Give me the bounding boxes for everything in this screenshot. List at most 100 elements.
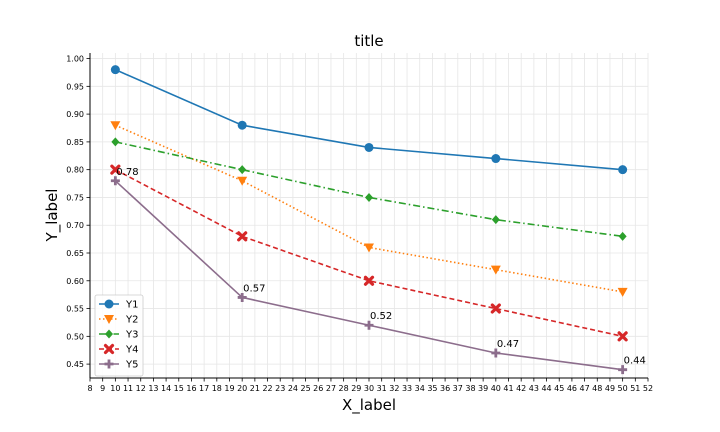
legend-marker — [104, 315, 114, 324]
data-point-y1 — [618, 165, 628, 175]
x-tick-label: 40 — [491, 384, 501, 393]
y-tick-label: 0.70 — [66, 221, 84, 230]
y-tick-label: 0.60 — [66, 277, 84, 286]
x-tick-label: 25 — [300, 384, 310, 393]
data-point-y5 — [364, 320, 374, 330]
series-line-y4 — [114, 168, 623, 338]
x-tick-label: 45 — [554, 384, 564, 393]
x-tick-label: 26 — [313, 384, 323, 393]
x-tick-label: 37 — [453, 384, 463, 393]
data-point-y4 — [617, 331, 628, 342]
series-line-y3 — [115, 141, 623, 238]
data-point-y1 — [491, 154, 501, 164]
data-point-y1 — [364, 142, 374, 152]
x-tick-label: 24 — [288, 384, 298, 393]
x-tick-label: 47 — [579, 384, 589, 393]
data-point-y2 — [364, 243, 374, 253]
x-axis-title: X_label — [342, 396, 396, 415]
chart-title: title — [354, 32, 383, 50]
data-point-y1 — [110, 65, 120, 75]
x-tick-label: 9 — [100, 384, 105, 393]
data-point-y2 — [490, 265, 501, 275]
data-point-y2 — [110, 121, 121, 131]
data-point-y5 — [618, 365, 628, 375]
x-tick-label: 31 — [377, 384, 387, 393]
data-point-y3 — [365, 192, 373, 202]
x-tick-label: 44 — [541, 384, 551, 393]
y-tick-label: 0.55 — [66, 305, 84, 314]
x-tick-label: 34 — [415, 384, 425, 393]
x-tick-label: 22 — [262, 384, 272, 393]
data-point-y3 — [618, 231, 627, 241]
legend: Y1 Y2 Y3 Y4 Y5 — [94, 294, 144, 377]
series-line-y2 — [115, 124, 623, 293]
legend-marker — [104, 359, 114, 369]
legend-marker — [104, 299, 114, 309]
legend-item-y5: Y5 — [99, 359, 138, 371]
legend-item-y1: Y1 — [99, 299, 138, 311]
series-group — [110, 65, 628, 375]
x-tick-label: 35 — [427, 384, 437, 393]
x-tick-label: 13 — [148, 384, 158, 393]
legend-label: Y5 — [125, 360, 138, 371]
data-point-y4 — [490, 303, 501, 314]
x-tick-label: 27 — [326, 384, 336, 393]
y-tick-label: 0.95 — [66, 82, 84, 91]
y-tick-label: 0.65 — [66, 249, 84, 258]
legend-item-y2: Y2 — [99, 315, 138, 326]
legend-item-y4: Y4 — [99, 343, 138, 356]
legend-marker — [105, 329, 113, 339]
series-y3 — [111, 137, 627, 241]
x-tick-label: 12 — [136, 384, 146, 393]
x-tick-label: 36 — [440, 384, 450, 393]
axes: 8 9 10 11 12 13 14 15 16 17 18 19 20 21 22 23 24 25 26 27 28… — [66, 53, 653, 393]
legend-label: Y1 — [125, 300, 138, 311]
x-tick-label: 39 — [478, 384, 488, 393]
data-point-y2 — [237, 176, 248, 186]
x-tick-label: 46 — [567, 384, 577, 393]
data-point-y5 — [237, 292, 247, 302]
x-tick-label: 8 — [87, 384, 92, 393]
y-tick-label: 0.50 — [66, 332, 84, 341]
data-label: 0.47 — [497, 339, 519, 350]
x-tick-label: 29 — [351, 384, 361, 393]
y-tick-label: 0.80 — [66, 166, 84, 175]
x-tick-label: 16 — [186, 384, 196, 393]
y-tick-label: 0.85 — [66, 138, 84, 147]
y-tick-label: 1.00 — [66, 55, 84, 64]
x-tick-label: 18 — [212, 384, 222, 393]
x-tick-label: 30 — [364, 384, 374, 393]
x-tick-label: 14 — [161, 384, 171, 393]
data-labels: 0.78 0.57 0.52 0.47 0.44 — [116, 167, 646, 367]
x-tick-label: 50 — [618, 384, 628, 393]
series-y2 — [110, 121, 628, 297]
x-tick-label: 33 — [402, 384, 412, 393]
x-tick-label: 51 — [630, 384, 640, 393]
data-point-y4 — [110, 164, 121, 175]
data-point-y4 — [363, 275, 375, 286]
legend-label: Y4 — [125, 345, 138, 356]
x-tick-label: 10 — [110, 384, 120, 393]
y-tick-label: 0.90 — [66, 110, 84, 119]
x-tick-label: 23 — [275, 384, 285, 393]
legend-marker — [103, 343, 115, 355]
x-tick-label: 43 — [529, 384, 539, 393]
x-tick-label: 48 — [592, 384, 602, 393]
x-tick-label: 49 — [605, 384, 615, 393]
y-axis-title: Y_label — [43, 189, 62, 243]
x-tick-label: 15 — [174, 384, 184, 393]
x-tick-label: 21 — [250, 384, 260, 393]
data-label: 0.78 — [116, 167, 138, 178]
data-point-y3 — [111, 137, 120, 147]
x-tick-label: 32 — [389, 384, 399, 393]
data-point-y4 — [237, 231, 248, 242]
data-label: 0.44 — [624, 356, 646, 367]
x-tick-label: 41 — [503, 384, 513, 393]
x-tick-label: 17 — [199, 384, 209, 393]
x-tick-label: 52 — [643, 384, 653, 393]
x-tick-label: 19 — [224, 384, 234, 393]
data-label: 0.52 — [370, 311, 392, 322]
data-point-y2 — [617, 287, 628, 297]
x-tick-label: 20 — [237, 384, 247, 393]
